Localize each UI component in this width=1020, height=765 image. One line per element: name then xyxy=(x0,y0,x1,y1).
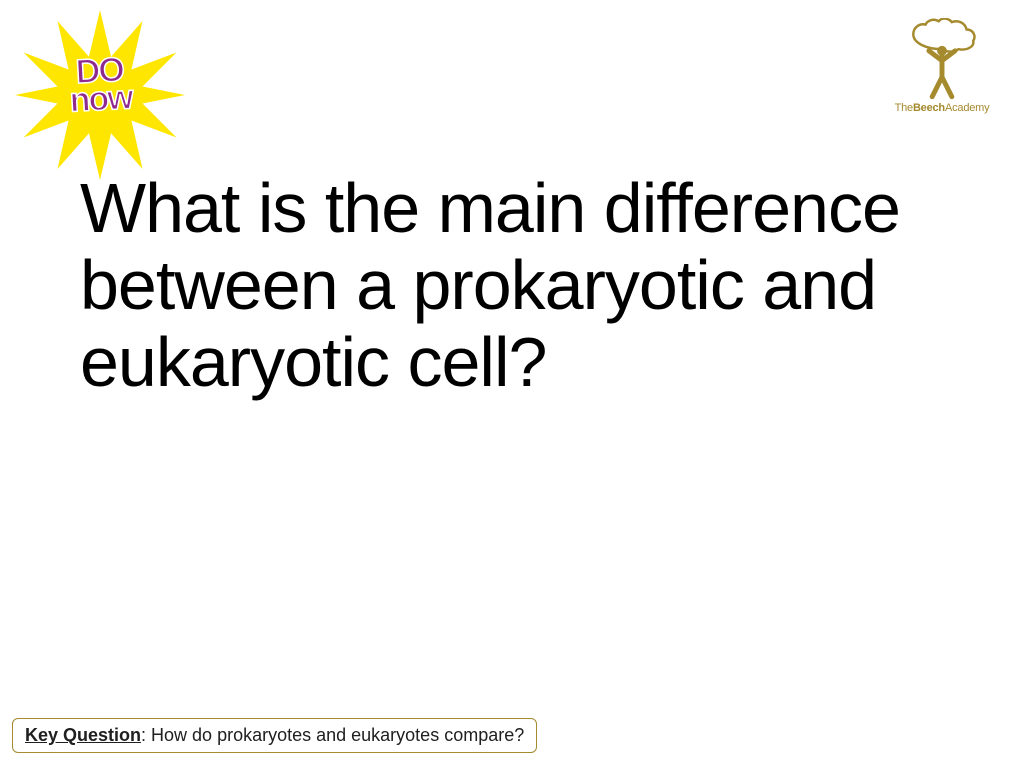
main-question: What is the main difference between a pr… xyxy=(80,170,960,401)
logo-the: The xyxy=(895,102,913,114)
do-now-badge: DO now xyxy=(15,10,185,180)
logo-rest: Academy xyxy=(945,102,989,114)
tree-person-icon xyxy=(901,18,983,100)
key-question-label: Key Question xyxy=(25,725,141,745)
do-now-text: DO now xyxy=(14,54,187,119)
key-question-box: Key Question: How do prokaryotes and euk… xyxy=(12,718,537,753)
key-question-text: : How do prokaryotes and eukaryotes comp… xyxy=(141,725,524,745)
logo-bold: Beech xyxy=(913,102,945,114)
academy-logo: TheBeechAcademy xyxy=(882,18,1002,114)
logo-text: TheBeechAcademy xyxy=(882,102,1002,114)
